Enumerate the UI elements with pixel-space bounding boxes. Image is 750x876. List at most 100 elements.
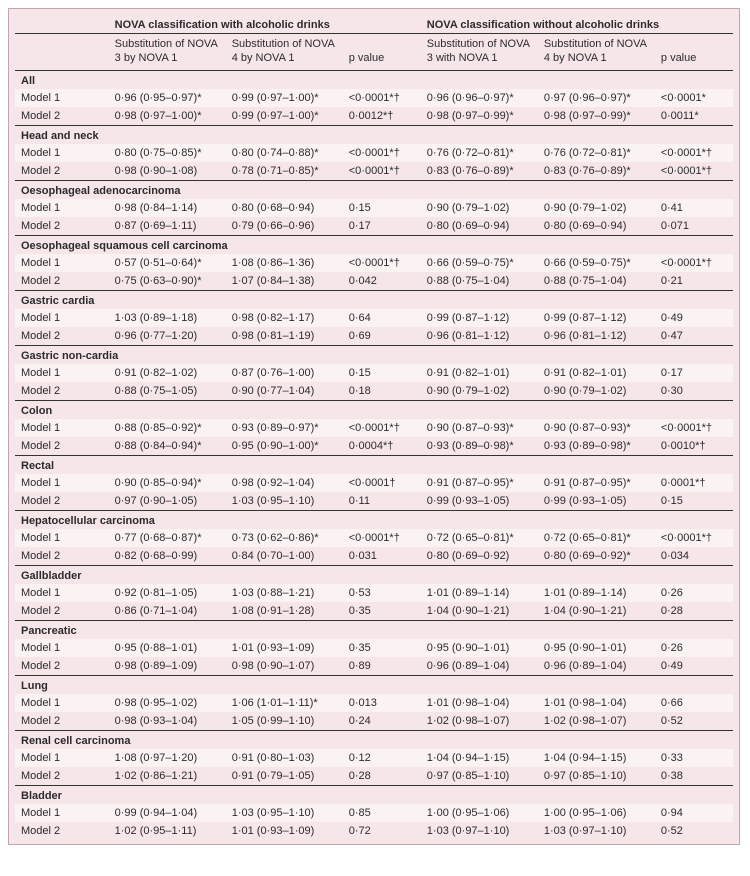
- section-header: Bladder: [15, 785, 733, 804]
- p-value-cell: 0·0012*†: [343, 107, 421, 126]
- value-cell: 0·83 (0·76–0·89)*: [421, 162, 538, 181]
- table-row: Model 21·02 (0·86–1·21)0·91 (0·79–1·05)0…: [15, 767, 733, 786]
- value-cell: 1·03 (0·95–1·10): [226, 492, 343, 511]
- value-cell: 0·80 (0·75–0·85)*: [109, 144, 226, 162]
- value-cell: 0·80 (0·68–0·94): [226, 199, 343, 217]
- value-cell: 1·02 (0·98–1·07): [421, 712, 538, 731]
- row-label: Model 1: [15, 419, 109, 437]
- table-row: Model 10·92 (0·81–1·05)1·03 (0·88–1·21)0…: [15, 584, 733, 602]
- value-cell: 0·80 (0·69–0·94): [538, 217, 655, 236]
- row-label: Model 1: [15, 694, 109, 712]
- table-row: Model 10·98 (0·95–1·02)1·06 (1·01–1·11)*…: [15, 694, 733, 712]
- value-cell: 0·90 (0·85–0·94)*: [109, 474, 226, 492]
- row-label: Model 2: [15, 767, 109, 786]
- section-name: Gastric cardia: [15, 290, 733, 309]
- value-cell: 0·72 (0·65–0·81)*: [421, 529, 538, 547]
- value-cell: 0·80 (0·69–0·94): [421, 217, 538, 236]
- section-header: Rectal: [15, 455, 733, 474]
- value-cell: 1·02 (0·86–1·21): [109, 767, 226, 786]
- value-cell: 0·90 (0·77–1·04): [226, 382, 343, 401]
- value-cell: 1·00 (0·95–1·06): [538, 804, 655, 822]
- sub4-without: Substitution of NOVA 4 by NOVA 1: [538, 34, 655, 71]
- value-cell: 1·08 (0·91–1·28): [226, 602, 343, 621]
- value-cell: 0·90 (0·79–1·02): [538, 382, 655, 401]
- section-header: Head and neck: [15, 125, 733, 144]
- value-cell: 0·99 (0·93–1·05): [538, 492, 655, 511]
- p-with: p value: [343, 34, 421, 71]
- value-cell: 0·87 (0·69–1·11): [109, 217, 226, 236]
- value-cell: 0·80 (0·69–0·92): [421, 547, 538, 566]
- value-cell: 0·72 (0·65–0·81)*: [538, 529, 655, 547]
- table-row: Model 10·88 (0·85–0·92)*0·93 (0·89–0·97)…: [15, 419, 733, 437]
- value-cell: 0·57 (0·51–0·64)*: [109, 254, 226, 272]
- value-cell: 1·01 (0·98–1·04): [421, 694, 538, 712]
- p-value-cell: 0·35: [343, 639, 421, 657]
- row-label: Model 2: [15, 822, 109, 840]
- p-value-cell: 0·85: [343, 804, 421, 822]
- value-cell: 0·91 (0·82–1·01): [538, 364, 655, 382]
- value-cell: 1·04 (0·94–1·15): [421, 749, 538, 767]
- table-row: Model 20·98 (0·89–1·09)0·98 (0·90–1·07)0…: [15, 657, 733, 676]
- value-cell: 0·78 (0·71–0·85)*: [226, 162, 343, 181]
- value-cell: 1·04 (0·90–1·21): [538, 602, 655, 621]
- section-header: Renal cell carcinoma: [15, 730, 733, 749]
- p-value-cell: 0·17: [655, 364, 733, 382]
- value-cell: 0·97 (0·96–0·97)*: [538, 89, 655, 107]
- value-cell: 0·91 (0·87–0·95)*: [421, 474, 538, 492]
- value-cell: 0·83 (0·76–0·89)*: [538, 162, 655, 181]
- table-row: Model 10·77 (0·68–0·87)*0·73 (0·62–0·86)…: [15, 529, 733, 547]
- value-cell: 0·76 (0·72–0·81)*: [421, 144, 538, 162]
- p-value-cell: 0·89: [343, 657, 421, 676]
- section-header: Oesophageal adenocarcinoma: [15, 180, 733, 199]
- value-cell: 1·03 (0·95–1·10): [226, 804, 343, 822]
- value-cell: 0·76 (0·72–0·81)*: [538, 144, 655, 162]
- section-name: Gastric non-cardia: [15, 345, 733, 364]
- value-cell: 0·96 (0·81–1·12): [421, 327, 538, 346]
- value-cell: 0·88 (0·85–0·92)*: [109, 419, 226, 437]
- p-value-cell: 0·17: [343, 217, 421, 236]
- value-cell: 0·93 (0·89–0·97)*: [226, 419, 343, 437]
- table-row: Model 20·75 (0·63–0·90)*1·07 (0·84–1·38)…: [15, 272, 733, 291]
- p-value-cell: <0·0001*†: [655, 254, 733, 272]
- value-cell: 0·90 (0·79–1·02): [538, 199, 655, 217]
- table-row: Model 10·80 (0·75–0·85)*0·80 (0·74–0·88)…: [15, 144, 733, 162]
- row-label: Model 1: [15, 144, 109, 162]
- p-value-cell: <0·0001†: [343, 474, 421, 492]
- value-cell: 0·96 (0·77–1·20): [109, 327, 226, 346]
- value-cell: 0·90 (0·79–1·02): [421, 199, 538, 217]
- p-value-cell: <0·0001*†: [343, 254, 421, 272]
- value-cell: 1·01 (0·89–1·14): [421, 584, 538, 602]
- value-cell: 0·90 (0·87–0·93)*: [421, 419, 538, 437]
- p-value-cell: <0·0001*†: [655, 144, 733, 162]
- p-value-cell: 0·0011*: [655, 107, 733, 126]
- sub4-with: Substitution of NOVA 4 by NOVA 1: [226, 34, 343, 71]
- table-row: Model 21·02 (0·95–1·11)1·01 (0·93–1·09)0…: [15, 822, 733, 840]
- value-cell: 0·99 (0·97–1·00)*: [226, 107, 343, 126]
- value-cell: 0·80 (0·74–0·88)*: [226, 144, 343, 162]
- p-value-cell: <0·0001*†: [343, 162, 421, 181]
- p-without: p value: [655, 34, 733, 71]
- p-value-cell: 0·52: [655, 822, 733, 840]
- table-row: Model 20·97 (0·90–1·05)1·03 (0·95–1·10)0…: [15, 492, 733, 511]
- table-row: Model 20·88 (0·84–0·94)*0·95 (0·90–1·00)…: [15, 437, 733, 456]
- row-label: Model 1: [15, 584, 109, 602]
- p-value-cell: 0·0010*†: [655, 437, 733, 456]
- value-cell: 1·02 (0·95–1·11): [109, 822, 226, 840]
- value-cell: 0·98 (0·90–1·07): [226, 657, 343, 676]
- value-cell: 0·75 (0·63–0·90)*: [109, 272, 226, 291]
- section-name: Lung: [15, 675, 733, 694]
- value-cell: 0·98 (0·82–1·17): [226, 309, 343, 327]
- row-label: Model 1: [15, 749, 109, 767]
- table-row: Model 11·03 (0·89–1·18)0·98 (0·82–1·17)0…: [15, 309, 733, 327]
- value-cell: 0·84 (0·70–1·00): [226, 547, 343, 566]
- value-cell: 0·99 (0·93–1·05): [421, 492, 538, 511]
- value-cell: 1·01 (0·93–1·09): [226, 639, 343, 657]
- p-value-cell: 0·26: [655, 584, 733, 602]
- section-header: Gallbladder: [15, 565, 733, 584]
- value-cell: 1·04 (0·94–1·15): [538, 749, 655, 767]
- value-cell: 0·97 (0·90–1·05): [109, 492, 226, 511]
- p-value-cell: 0·26: [655, 639, 733, 657]
- p-value-cell: 0·47: [655, 327, 733, 346]
- nova-substitution-table: NOVA classification with alcoholic drink…: [8, 8, 740, 845]
- p-value-cell: 0·33: [655, 749, 733, 767]
